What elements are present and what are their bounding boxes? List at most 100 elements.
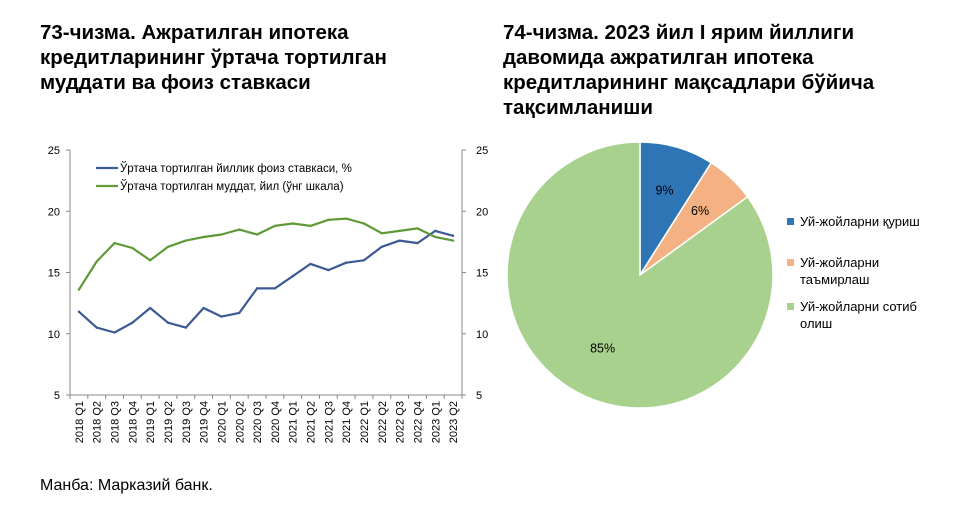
series-2-point (184, 239, 188, 242)
series-1-point (113, 331, 116, 334)
series-2-point (148, 259, 152, 262)
x-tick-label: 2022 Q3 (395, 401, 407, 443)
series-2-point (327, 218, 330, 222)
series-1-point (77, 310, 81, 313)
series-1-point (344, 261, 348, 264)
series-2-point (255, 233, 259, 236)
right-tick-label: 15 (476, 268, 488, 280)
right-tick-label: 10 (476, 329, 488, 341)
left-tick-label: 15 (48, 268, 60, 280)
series-2-point (273, 224, 277, 228)
series-1-point (202, 306, 205, 310)
x-tick-label: 2020 Q3 (252, 401, 264, 443)
x-tick-label: 2022 Q4 (412, 401, 424, 443)
pie-legend-label-1: Уй-жойларни қуриш (800, 214, 920, 229)
x-tick-label: 2021 Q3 (323, 401, 335, 443)
series-2-point (238, 228, 241, 231)
x-tick-label: 2018 Q4 (127, 401, 139, 443)
pie-slice-label-2: 6% (691, 204, 709, 218)
series-1-point (255, 287, 259, 290)
left-tick-label: 10 (48, 329, 60, 341)
x-tick-label: 2018 Q2 (92, 401, 104, 443)
series-2-point (344, 217, 348, 220)
pie-legend-swatch-3 (787, 303, 794, 310)
series-1-point (434, 229, 437, 233)
series-1-point (451, 234, 455, 237)
left-tick-label: 25 (48, 145, 60, 157)
x-tick-label: 2022 Q2 (377, 401, 389, 443)
series-1-point (309, 262, 312, 266)
pie-slice-label-1: 9% (655, 184, 673, 198)
pie-legend-line: таъмирлаш (800, 272, 869, 287)
series-1-point (166, 321, 170, 324)
series-2-point (166, 245, 170, 248)
line-chart-title: 73-чизма. Ажратилган ипотека кредитларин… (40, 21, 387, 94)
series-2-point (291, 222, 294, 225)
x-tick-label: 2020 Q1 (216, 401, 228, 443)
series-2-point (362, 222, 366, 225)
pie-legend-swatch-1 (787, 218, 794, 225)
series-1-point (362, 259, 366, 262)
series-1-point (398, 239, 401, 242)
series-1-point (273, 287, 277, 290)
x-tick-label: 2022 Q1 (359, 401, 371, 443)
x-tick-label: 2021 Q2 (306, 401, 318, 443)
x-tick-label: 2021 Q4 (341, 401, 353, 443)
series-1-point (95, 326, 98, 329)
x-tick-label: 2019 Q4 (199, 401, 211, 443)
series-2-point (380, 232, 384, 235)
x-tick-label: 2023 Q1 (430, 401, 442, 443)
series-2-point (451, 239, 455, 242)
series-2-point (220, 233, 223, 236)
left-tick-label: 20 (48, 206, 60, 218)
right-tick-label: 20 (476, 206, 488, 218)
pie-legend-label-3: Уй-жойларни сотиб олиш (800, 299, 917, 331)
pie-chart-title: 74-чизма. 2023 йил I ярим йиллиги давоми… (503, 21, 875, 119)
series-line-2 (77, 217, 454, 291)
series-1-point (220, 315, 223, 318)
series-2-point (77, 288, 81, 291)
x-tick-label: 2019 Q2 (163, 401, 175, 443)
series-2-point (95, 260, 98, 263)
left-tick-label: 5 (54, 390, 60, 402)
legend-label-1: Ўртача тортилган йиллик фоиз ставкаси, % (120, 162, 352, 175)
right-tick-label: 5 (476, 390, 482, 402)
series-2-point (416, 227, 419, 230)
x-tick-label: 2019 Q3 (181, 401, 193, 443)
source-note: Манба: Марказий банк. (40, 477, 213, 494)
x-tick-label: 2019 Q1 (145, 401, 157, 443)
series-1-point (380, 245, 384, 248)
pie-slice-3 (506, 141, 774, 409)
right-tick-label: 25 (476, 145, 488, 157)
x-tick-label: 2021 Q1 (288, 401, 300, 443)
pie-legend-label-2: Уй-жойларни таъмирлаш (800, 255, 879, 287)
x-tick-label: 2020 Q4 (270, 401, 282, 443)
series-2-point (202, 235, 205, 239)
pie-legend-line: Уй-жойларни қуриш (800, 214, 920, 229)
series-1-point (416, 241, 419, 245)
series-2-point (309, 224, 312, 228)
series-1-point (148, 306, 152, 310)
x-tick-label: 2020 Q2 (234, 401, 246, 443)
pie-legend-line: Уй-жойларни (800, 255, 879, 270)
x-tick-label: 2023 Q2 (448, 401, 460, 443)
series-2-point (131, 246, 134, 250)
series-2-point (113, 241, 116, 245)
series-1-point (291, 274, 294, 278)
x-tick-label: 2018 Q3 (110, 401, 122, 443)
legend-label-2: Ўртача тортилган муддат, йил (ўнг шкала) (120, 180, 344, 193)
pie-legend-line: олиш (800, 316, 832, 331)
x-tick-label: 2018 Q1 (74, 401, 86, 443)
series-1-point (184, 326, 188, 329)
pie-legend-line: Уй-жойларни сотиб (800, 299, 917, 314)
series-line-1 (78, 229, 454, 334)
series-2-point (398, 229, 401, 233)
pie-slice-label-3: 85% (590, 342, 615, 356)
series-1-point (327, 268, 330, 272)
series-2-point (434, 235, 437, 239)
series-1-point (131, 321, 134, 324)
series-1-point (238, 311, 241, 315)
pie-legend-swatch-2 (787, 259, 794, 266)
